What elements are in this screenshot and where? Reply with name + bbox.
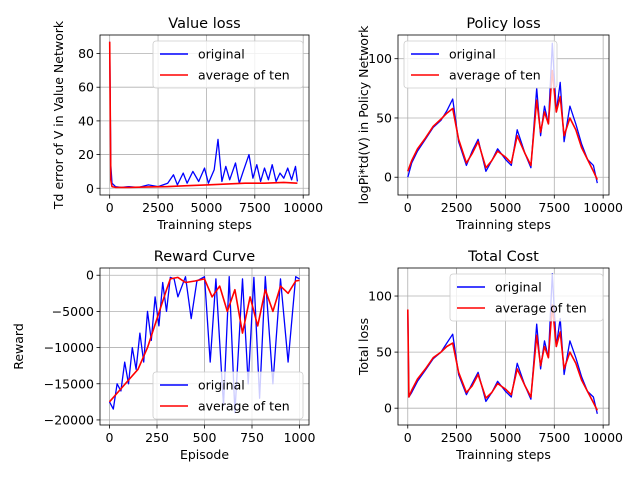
legend-label: original (198, 378, 245, 393)
x-tick-label: 250 (145, 430, 169, 445)
x-tick-label: 7500 (538, 430, 570, 445)
x-axis-label: Trainning steps (455, 447, 551, 462)
y-axis-label: Total loss (356, 318, 371, 376)
x-tick-label: 5000 (490, 430, 522, 445)
axes-frame (397, 267, 610, 426)
legend: original average of ten (449, 273, 604, 322)
x-tick-label: 0 (106, 430, 114, 445)
y-tick-label: 40 (78, 113, 94, 128)
legend: original average of ten (152, 40, 304, 89)
y-tick-label: 0 (384, 170, 392, 185)
x-tick-label: 7500 (538, 200, 570, 215)
series-line-original (109, 41, 299, 189)
x-tick-label: 10000 (583, 430, 623, 445)
x-tick-label: 0 (404, 200, 412, 215)
chart-title: Total Cost (467, 249, 539, 265)
legend-label: average of ten (198, 399, 290, 414)
legend-label: original (495, 280, 542, 295)
y-tick-label: 80 (78, 46, 94, 61)
x-tick-label: 1000 (284, 430, 316, 445)
legend-label: original (198, 47, 245, 62)
series-line-average (407, 69, 599, 180)
chart-panel-1: 0 2500 5000 7500 10000 0 20 40 60 80 Value loss Tra… (51, 16, 323, 232)
y-tick-label: 20 (78, 147, 94, 162)
chart-title: Reward Curve (154, 249, 255, 265)
legend-label: average of ten (495, 301, 587, 316)
x-tick-label: 2500 (441, 200, 473, 215)
legend-label: original (449, 47, 496, 62)
y-tick-label: −20000 (44, 412, 94, 427)
y-tick-label: 0 (384, 401, 392, 416)
legend: original average of ten (152, 371, 304, 420)
x-tick-label: 5000 (490, 200, 522, 215)
legend-label: average of ten (449, 68, 541, 83)
x-tick-label: 10000 (583, 200, 623, 215)
chart-panel-2: 0 2500 5000 7500 10000 0 50 100 Policy loss Train… (356, 16, 623, 232)
series-line-average (108, 276, 300, 403)
chart-panel-4: 0 2500 5000 7500 10000 0 50 100 Total Cost Trainn… (356, 249, 623, 462)
y-tick-label: 60 (78, 80, 94, 95)
x-tick-label: 5000 (191, 200, 223, 215)
legend-label: average of ten (198, 68, 290, 83)
chart-title: Value loss (168, 16, 240, 32)
legend-box (152, 40, 304, 89)
chart-panel-3: 0 250 500 750 1000 0 −5000 −10000 −15000 −20000 Re… (11, 249, 315, 462)
legend: original average of ten (403, 40, 558, 89)
x-tick-label: 0 (106, 200, 114, 215)
legend-box (152, 371, 304, 420)
y-axis-label: Reward (11, 323, 26, 370)
x-tick-label: 7500 (239, 200, 271, 215)
y-tick-label: −10000 (44, 340, 94, 355)
axes-frame (397, 34, 610, 196)
y-tick-label: 100 (368, 51, 392, 66)
x-tick-label: 500 (193, 430, 217, 445)
legend-box (449, 273, 604, 322)
series-line-average (407, 304, 599, 411)
x-tick-label: 0 (404, 430, 412, 445)
y-tick-label: −5000 (52, 304, 94, 319)
series-line-average (108, 41, 298, 189)
x-axis-label: Trainning steps (455, 217, 551, 232)
x-tick-label: 2500 (441, 430, 473, 445)
axes-frame (99, 34, 310, 196)
x-axis-label: Trainning steps (156, 217, 252, 232)
y-axis-label: Td error of V in Value Network (51, 20, 66, 210)
x-tick-label: 10000 (283, 200, 323, 215)
y-axis-label: logPi*td(V) in Policy Network (356, 25, 371, 204)
x-tick-label: 750 (240, 430, 264, 445)
x-tick-label: 2500 (142, 200, 174, 215)
y-tick-label: −15000 (44, 376, 94, 391)
y-tick-label: 100 (368, 289, 392, 304)
y-tick-label: 50 (376, 345, 392, 360)
y-tick-label: 0 (86, 181, 94, 196)
y-tick-label: 0 (86, 268, 94, 283)
chart-title: Policy loss (466, 16, 540, 32)
legend-box (403, 40, 558, 89)
x-axis-label: Episode (180, 447, 229, 462)
axes-frame (99, 267, 310, 426)
y-tick-label: 50 (376, 110, 392, 125)
